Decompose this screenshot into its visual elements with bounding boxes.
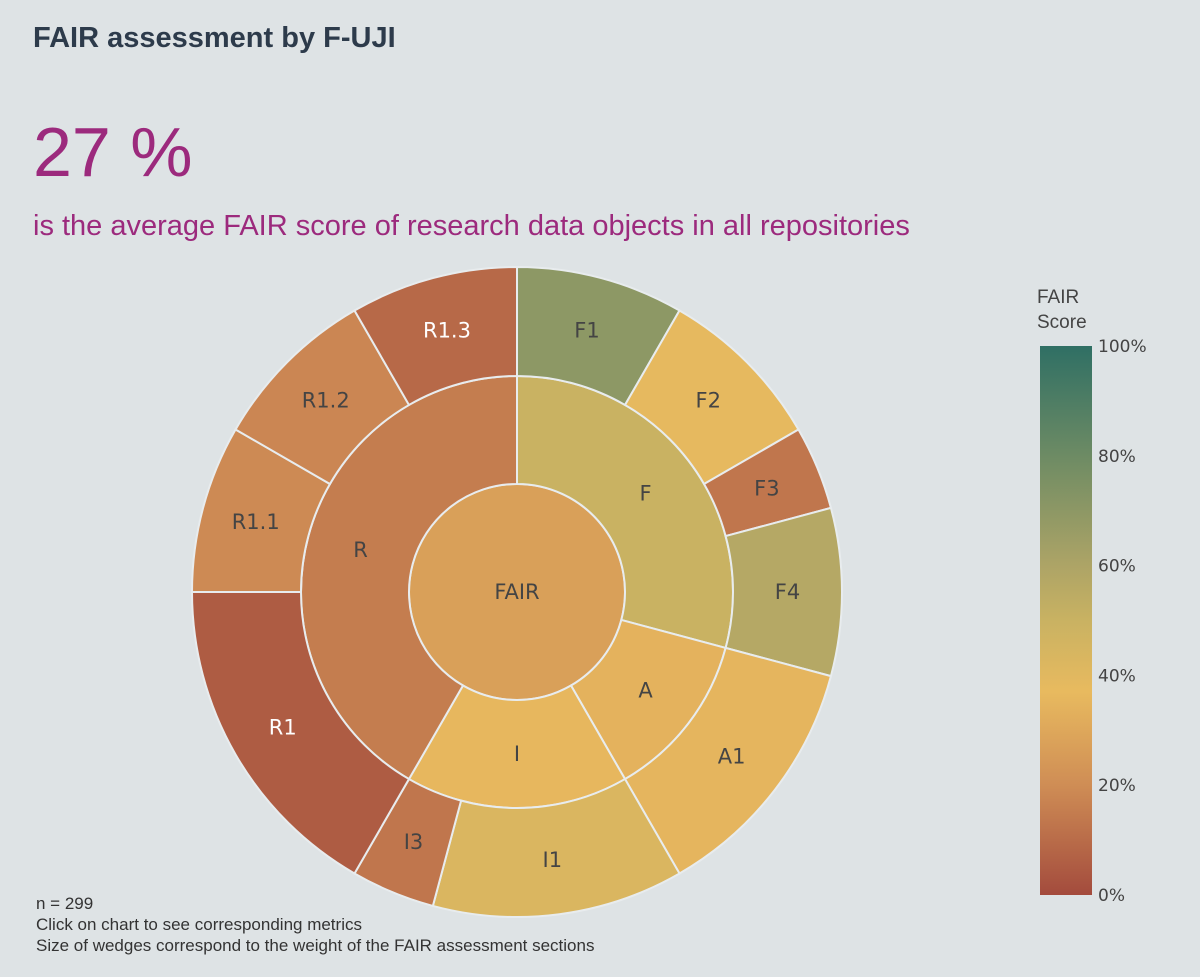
wedge-label-A1: A1 — [718, 745, 746, 769]
wedge-label-F1: F1 — [574, 319, 599, 343]
wedge-note: Size of wedges correspond to the weight … — [36, 936, 595, 955]
wedge-label-I3: I3 — [404, 830, 424, 854]
wedge-label-F: F — [639, 481, 651, 505]
colorbar-tick: 0% — [1098, 886, 1125, 906]
wedge-label-I1: I1 — [543, 848, 563, 872]
footnote: n = 299 Click on chart to see correspond… — [36, 893, 594, 956]
wedge-label-R1.1: R1.1 — [232, 510, 280, 534]
colorbar-title-line2: Score — [1037, 312, 1087, 333]
sample-size: n = 299 — [36, 894, 94, 913]
wedge-label-FAIR: FAIR — [494, 580, 539, 604]
wedge-R1.3[interactable] — [353, 265, 518, 407]
colorbar-tick: 100% — [1098, 337, 1147, 357]
wedge-label-I: I — [514, 742, 520, 766]
wedge-label-A: A — [638, 679, 653, 703]
wedge-label-R1.3: R1.3 — [423, 319, 471, 343]
colorbar-title-line1: FAIR — [1037, 287, 1080, 308]
wedge-label-F3: F3 — [754, 476, 779, 500]
average-score: 27 % — [33, 113, 193, 191]
colorbar-tick: 60% — [1098, 557, 1136, 577]
colorbar — [1040, 346, 1092, 895]
wedge-label-F4: F4 — [775, 580, 800, 604]
wedge-label-R1.2: R1.2 — [302, 389, 350, 413]
colorbar-tick: 80% — [1098, 447, 1136, 467]
colorbar-tick: 20% — [1098, 776, 1136, 796]
colorbar-title: FAIR Score — [1037, 285, 1087, 335]
click-hint: Click on chart to see corresponding metr… — [36, 915, 362, 934]
colorbar-tick: 40% — [1098, 666, 1136, 686]
average-score-caption: is the average FAIR score of research da… — [33, 210, 910, 242]
wedge-label-F2: F2 — [696, 389, 721, 413]
page-title: FAIR assessment by F-UJI — [33, 22, 396, 54]
wedge-label-R: R — [353, 538, 368, 562]
wedge-label-R1: R1 — [269, 715, 297, 739]
